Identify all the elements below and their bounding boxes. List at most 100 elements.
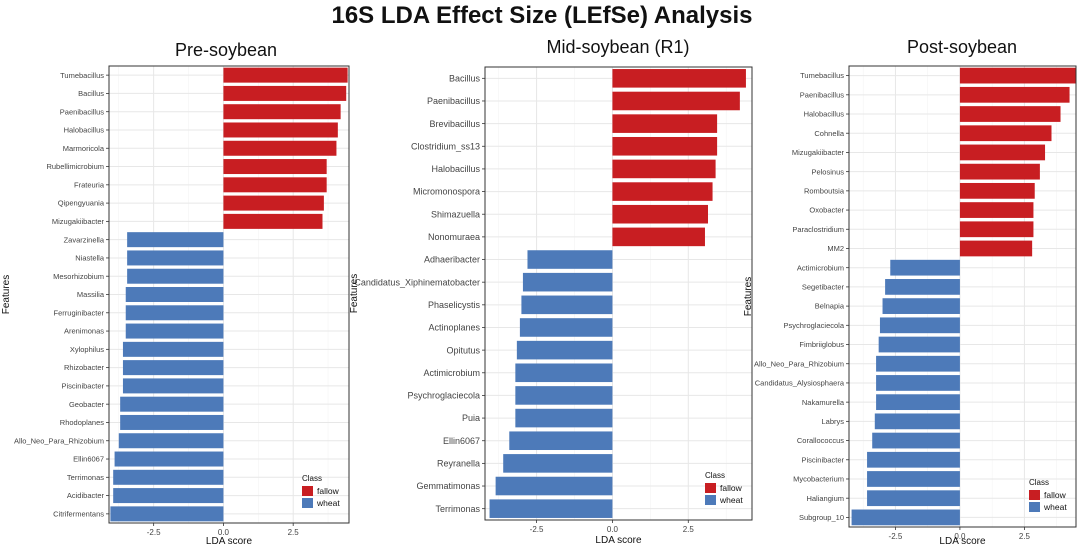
panel-1-bar-Tumebacillus: [223, 67, 348, 83]
panel-2-bar-Reyranella: [503, 454, 613, 473]
panel-3-legend-swatch-fallow: [1029, 490, 1040, 500]
panel-1-ytick-label: Citrifermentans: [53, 509, 104, 518]
panel-2-ytick-label: Brevibacillus: [429, 119, 480, 129]
panel-3-bar-Mizugakiibacter: [959, 144, 1046, 161]
panel-1-ytick-label: Tumebacillus: [60, 71, 104, 80]
panel-3-ytick-label: Belnapia: [815, 302, 845, 311]
panel-3-title: Post-soybean: [907, 37, 1017, 57]
panel-2-legend-title: Class: [705, 471, 725, 480]
panel-2-legend-swatch-wheat: [705, 495, 716, 505]
panel-1-ytick-label: Qipengyuania: [58, 199, 105, 208]
panel-1-ytick-label: Massilia: [77, 290, 105, 299]
panel-3-ytick-label: Paenibacillus: [800, 90, 844, 99]
panel-2-ytick-label: Psychroglaciecola: [407, 391, 480, 401]
panel-1-ytick-label: Zavarzinella: [64, 235, 105, 244]
panel-3-ytick-label: Fimbriiglobus: [799, 340, 844, 349]
panel-3-bar-Psychroglaciecola: [879, 317, 960, 334]
panel-1-ytick-label: Piscinibacter: [61, 382, 104, 391]
panel-3-bar-Paraclostridium: [959, 221, 1034, 238]
panel-1-bar-Terrimonas: [113, 469, 224, 485]
panel-2-ytick-label: Candidatus_Xiphinematobacter: [354, 277, 480, 287]
panel-3-legend-title: Class: [1029, 478, 1049, 487]
panel-2-xtick-label: 2.5: [683, 525, 695, 534]
panel-2-bar-Opitutus: [516, 340, 613, 360]
panel-1-bar-Citrifermentans: [110, 506, 224, 522]
panel-3-ytick-label: Candidatus_Alysiosphaera: [755, 379, 845, 388]
panel-3-bar-Pelosinus: [959, 163, 1040, 180]
panel-3-panel-border: [848, 65, 1077, 528]
panel-3-bar-Romboutsia: [959, 182, 1035, 199]
panel-2-panel-border: [484, 66, 753, 521]
panel-2-ytick-label: Bacillus: [449, 73, 481, 83]
panel-1-bar-Qipengyuania: [223, 195, 324, 211]
panel-2-bar-Clostridium_ss13: [612, 136, 718, 156]
panel-1-legend-label-wheat: wheat: [316, 498, 340, 508]
panel-1-ytick-label: Allo_Neo_Para_Rhizobium: [14, 436, 104, 445]
panel-2-bar-Phaselicystis: [521, 295, 613, 315]
panel-2-bar-Micromonospora: [612, 182, 713, 201]
panel-3-bar-Piscinibacter: [867, 451, 960, 468]
panel-3-ytick-label: Segetibacter: [802, 283, 845, 292]
panel-2-ytick-label: Micromonospora: [413, 187, 480, 197]
panel-2-xlabel: LDA score: [595, 535, 642, 546]
panel-1-bar-Rhizobacter: [122, 360, 224, 376]
panel-3-ytick-label: Halobacillus: [804, 110, 845, 119]
panel-2-legend-label-fallow: fallow: [720, 483, 743, 493]
panel-3-bar-Paenibacillus: [959, 86, 1070, 103]
panel-3-bar-Candidatus_Alysiosphaera: [876, 375, 960, 391]
panel-1-bar-Niastella: [127, 250, 224, 266]
panel-2-ytick-label: Ellin6067: [443, 436, 480, 446]
panel-1-ytick-label: Geobacter: [69, 400, 105, 409]
panel-2-ytick-label: Clostridium_ss13: [411, 141, 480, 151]
panel-2-ytick-label: Nonomuraea: [428, 232, 480, 242]
panel-1-ytick-label: Niastella: [75, 254, 105, 263]
panel-1-bar-Mizugakiibacter: [223, 213, 323, 229]
panel-1-ytick-label: Frateuria: [74, 180, 105, 189]
panel-3-bar-Tumebacillus: [959, 67, 1076, 84]
panel-2-plot-area: [485, 67, 752, 520]
panel-3-bar-Nakamurella: [876, 394, 960, 411]
panel-1-bar-Bacillus: [223, 85, 347, 101]
panel-1-xtick-label: -2.5: [147, 528, 161, 537]
panel-3-legend-swatch-wheat: [1029, 502, 1040, 512]
panel-1-ylabel: Features: [1, 275, 12, 314]
panel-2-bar-Candidatus_Xiphinematobacter: [522, 272, 613, 292]
panel-2-xtick-label: 0.0: [607, 525, 619, 534]
panel-3-bar-Corallococcus: [872, 432, 960, 449]
panel-3-ytick-label: MM2: [827, 244, 844, 253]
panel-3-ytick-label: Oxobacter: [809, 206, 844, 215]
panel-2-bar-Terrimonas: [489, 499, 613, 518]
panel-1-bar-Paenibacillus: [223, 104, 341, 120]
panel-1-legend-label-fallow: fallow: [317, 486, 340, 496]
panel-2-ylabel: Features: [349, 274, 360, 313]
panel-3-bar-Oxobacter: [959, 202, 1034, 218]
panel-3-ytick-label: Psychroglaciecola: [784, 321, 845, 330]
panel-3-ytick-label: Paraclostridium: [792, 225, 844, 234]
panel-1-ytick-label: Rubellimicrobium: [46, 162, 104, 171]
panel-3-bar-Belnapia: [882, 298, 960, 314]
panel-1-panel-border: [108, 65, 350, 524]
panel-1-ytick-label: Mesorhizobium: [53, 272, 104, 281]
panel-2-bar-Paenibacillus: [612, 91, 740, 111]
panel-1-bar-Frateuria: [223, 177, 327, 193]
panel-1-ytick-label: Ferruginibacter: [54, 308, 105, 317]
panel-3-bar-Haliangium: [867, 490, 960, 507]
panel-1-legend-swatch-fallow: [302, 486, 313, 496]
panel-2-ytick-label: Shimazuella: [431, 209, 480, 219]
panel-3-xlabel: LDA score: [939, 536, 986, 547]
panel-2-ytick-label: Terrimonas: [435, 504, 480, 514]
panel-2-bar-Brevibacillus: [612, 114, 718, 133]
panel-2-ytick-label: Halobacillus: [431, 164, 480, 174]
panel-1-bar-Marmoricola: [223, 140, 337, 156]
panel-2-ytick-label: Opitutus: [446, 345, 480, 355]
panel-3-bar-Actimicrobium: [890, 259, 960, 276]
panel-2-bar-Shimazuella: [612, 204, 709, 224]
panel-1-ytick-label: Halobacillus: [64, 126, 105, 135]
panel-2-bar-Actimicrobium: [515, 363, 613, 383]
panel-3-plot-area: [849, 66, 1076, 527]
panel-1-xtick-label: 0.0: [218, 528, 230, 537]
panel-3-legend-label-fallow: fallow: [1044, 490, 1067, 500]
panel-1-legend-title: Class: [302, 474, 322, 483]
panel-3-bar-Halobacillus: [959, 106, 1061, 122]
